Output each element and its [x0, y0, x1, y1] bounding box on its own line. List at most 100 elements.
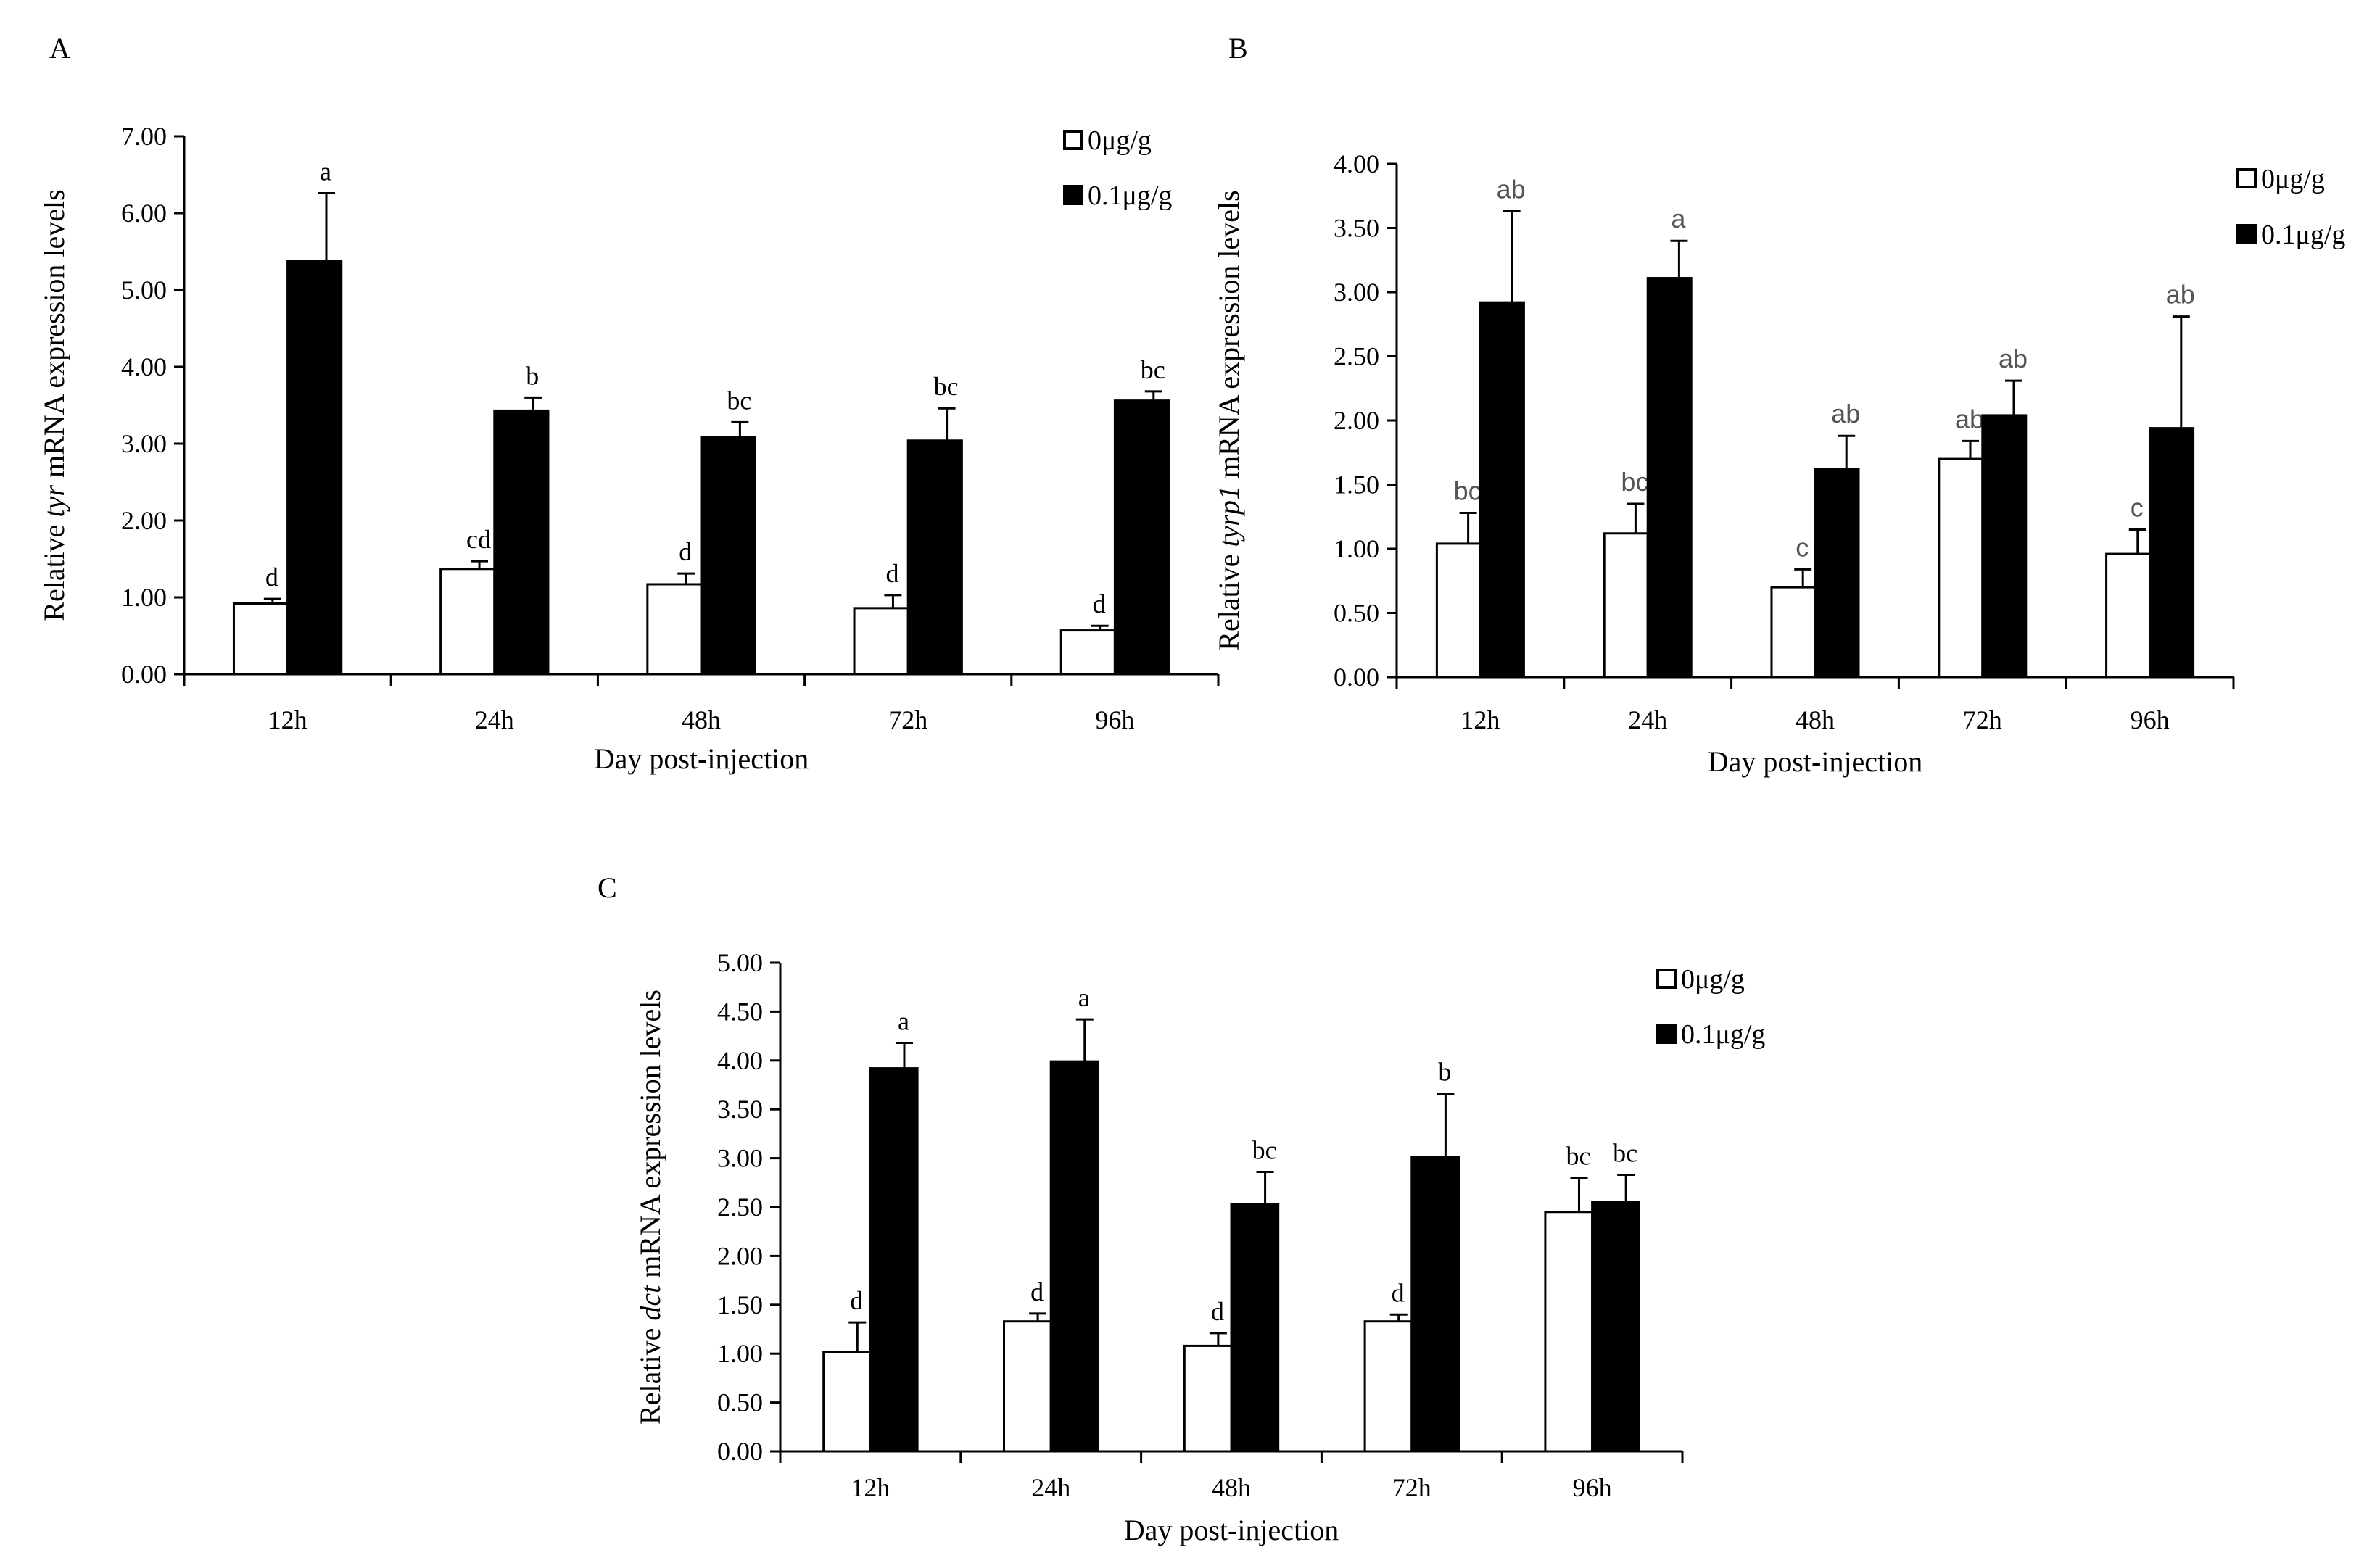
- panel-a-y-axis-title: Relative tyr mRNA expression levels: [38, 189, 70, 621]
- panel-b-sig-label-treated: ab: [1831, 399, 1860, 428]
- panel-c-bar-control: [822, 1351, 872, 1453]
- panel-a-y-tick-label: 3.00: [121, 429, 167, 458]
- panel-c-legend-label-control: 0μg/g: [1681, 964, 1745, 995]
- panel-c-y-tick-label: 0.50: [717, 1388, 763, 1417]
- panel-a-y-tick-label: 0.00: [121, 660, 167, 689]
- panel-b-bar-treated: [1814, 468, 1860, 679]
- panel-a-sig-label-control: d: [1093, 589, 1106, 618]
- panel-b-sig-label-control: bc: [1621, 467, 1648, 497]
- panel-c-y-tick-label: 3.00: [717, 1144, 763, 1173]
- panel-b-sig-label-treated: ab: [2166, 280, 2195, 310]
- panel-b-sig-label-control: c: [2131, 492, 2144, 522]
- panel-c-y-tick-label: 0.00: [717, 1437, 763, 1466]
- panel-b-y-tick-label: 2.50: [1334, 342, 1379, 371]
- panel-a-y-tick-label: 5.00: [121, 275, 167, 304]
- panel-b-x-tick-label: 72h: [1963, 705, 2002, 734]
- panel-c-x-tick-label: 12h: [851, 1473, 890, 1502]
- panel-a-bar-treated: [286, 260, 343, 676]
- panel-a-bar-control: [232, 602, 289, 676]
- panel-b-sig-label-control: c: [1796, 532, 1809, 562]
- panel-b-bar-control: [2105, 552, 2152, 679]
- panel-c-x-tick-label: 72h: [1392, 1473, 1431, 1502]
- panel-a-x-tick-label: 96h: [1095, 705, 1134, 734]
- panel-a-legend-swatch-treated: [1063, 185, 1083, 205]
- panel-a-sig-label-treated: bc: [727, 386, 751, 415]
- panel-a-bar-treated: [700, 436, 756, 676]
- panel-c-x-axis-title: Day post-injection: [1124, 1514, 1339, 1546]
- panel-b-y-tick-label: 0.00: [1334, 663, 1379, 692]
- panel-b-bar-treated: [1646, 277, 1693, 679]
- panel-c-bar-treated: [869, 1067, 919, 1453]
- panel-c-sig-label-treated: a: [898, 1007, 909, 1036]
- panel-b-y-tick-label: 1.50: [1334, 470, 1379, 499]
- panel-c-x-tick-label: 48h: [1212, 1473, 1251, 1502]
- panel-b-y-tick-label: 2.00: [1334, 406, 1379, 435]
- panel-b-sig-label-treated: ab: [1999, 344, 2028, 373]
- panel-b-bar-treated: [1479, 301, 1525, 679]
- panel-b-x-tick-label: 48h: [1796, 705, 1835, 734]
- panel-a-y-axis-title-pre: Relative: [38, 517, 70, 621]
- panel-c-sig-label-control: bc: [1566, 1142, 1590, 1171]
- panel-a-y-tick-label: 4.00: [121, 352, 167, 381]
- panel-c-legend-label-treated: 0.1μg/g: [1681, 1019, 1765, 1050]
- panel-c-bar-control: [1363, 1320, 1413, 1453]
- panel-c-bar-treated: [1410, 1156, 1460, 1453]
- panel-a-bar-treated: [906, 439, 963, 676]
- panel-a-legend-label-treated: 0.1μg/g: [1088, 181, 1172, 211]
- panel-c-sig-label-treated: b: [1438, 1058, 1451, 1087]
- panel-b-x-axis-title: Day post-injection: [1708, 745, 1923, 778]
- panel-a-y-axis-title-gene: tyr: [38, 485, 70, 518]
- panel-a-label: A: [49, 32, 70, 65]
- panel-c-sig-label-treated: bc: [1613, 1139, 1637, 1168]
- panel-a-sig-label-control: d: [679, 537, 692, 566]
- panel-a-bar-control: [646, 583, 703, 676]
- panel-c-sig-label-treated: a: [1078, 983, 1090, 1012]
- panel-c-sig-label-control: d: [1211, 1297, 1224, 1326]
- panel-c-sig-label-control: d: [1030, 1277, 1044, 1306]
- panel-c-bar-treated: [1591, 1201, 1640, 1453]
- panel-a-x-tick-label: 24h: [475, 705, 514, 734]
- panel-b-legend-swatch-control: [2236, 168, 2257, 188]
- panel-b-sig-label-control: bc: [1454, 476, 1482, 505]
- panel-a-y-tick-label: 6.00: [121, 199, 167, 228]
- panel-b-y-tick-label: 3.50: [1334, 214, 1379, 243]
- panel-b-y-tick-label: 1.00: [1334, 534, 1379, 563]
- panel-b-bar-control: [1938, 457, 1984, 679]
- panel-c-y-tick-label: 1.50: [717, 1290, 763, 1319]
- panel-b-y-axis-title-gene: tyrp1: [1212, 486, 1245, 547]
- panel-c-legend-swatch-control: [1656, 969, 1677, 989]
- panel-a-x-axis-title: Day post-injection: [594, 742, 809, 775]
- panel-c-y-tick-label: 4.00: [717, 1046, 763, 1075]
- panel-a-sig-label-treated: bc: [1141, 355, 1165, 384]
- panel-c-y-axis-title-pre: Relative: [634, 1321, 666, 1425]
- panel-a-sig-label-treated: a: [320, 157, 331, 186]
- panel-c-bar-treated: [1049, 1060, 1099, 1453]
- panel-c-y-tick-label: 5.00: [717, 948, 763, 977]
- panel-a-bar-control: [439, 568, 496, 676]
- panel-b-legend-label-treated: 0.1μg/g: [2261, 220, 2345, 250]
- panel-b-bar-control: [1770, 586, 1817, 679]
- panel-a-legend-swatch-control: [1063, 130, 1083, 150]
- panel-c-chart: C 0.00 0.50 1.00 1.50 2.00 2.50 3.00 3.50 4.00 4.5…: [598, 871, 1765, 1546]
- panel-c-y-axis-title: Relative dct mRNA expression levels: [634, 990, 666, 1425]
- panel-c-y-tick-label: 2.50: [717, 1193, 763, 1222]
- panel-a-y-tick-label: 1.00: [121, 583, 167, 612]
- panel-b-x-tick-label: 12h: [1460, 705, 1500, 734]
- panel-a-x-tick-label: 72h: [888, 705, 927, 734]
- panel-c-bar-control: [1544, 1211, 1594, 1453]
- panel-a-bar-treated: [1113, 399, 1170, 676]
- panel-a-sig-label-control: d: [265, 563, 278, 592]
- panel-b-legend-swatch-treated: [2236, 224, 2257, 244]
- panel-c-sig-label-treated: bc: [1252, 1135, 1277, 1164]
- panel-c-y-tick-label: 1.00: [717, 1339, 763, 1368]
- panel-b-legend-label-control: 0μg/g: [2261, 164, 2325, 194]
- panel-c-bar-control: [1003, 1320, 1052, 1453]
- panel-b-y-tick-label: 0.50: [1334, 599, 1379, 628]
- panel-a-chart: A 0.00 1.00 2.00 3.00 4.00 5.00 6.00 7.00 12h d a 24…: [38, 32, 1220, 775]
- panel-b-bar-control: [1603, 532, 1649, 679]
- panel-a-bar-control: [853, 607, 909, 676]
- panel-b-sig-label-control: ab: [1955, 404, 1984, 434]
- panel-a-sig-label-control: d: [885, 559, 898, 588]
- panel-a-bar-treated: [493, 409, 550, 676]
